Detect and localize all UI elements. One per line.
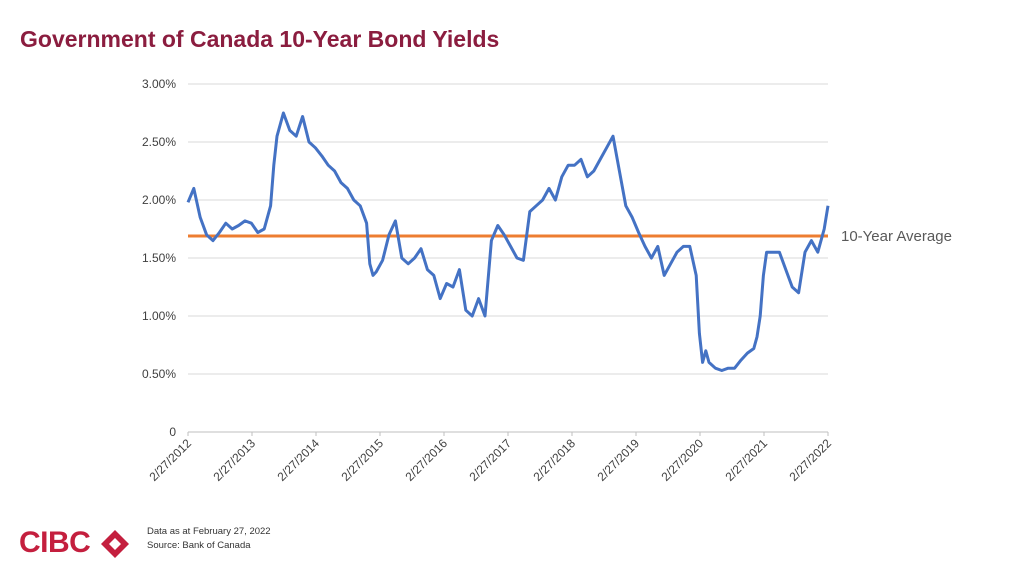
x-tick-label: 2/27/2019 (594, 436, 642, 484)
x-tick-label: 2/27/2021 (722, 436, 770, 484)
y-axis-labels: 0 0.50% 1.00% 1.50% 2.00% 2.50% 3.00% (142, 77, 176, 439)
y-tick-label: 2.50% (142, 135, 176, 149)
yield-series-line (186, 111, 830, 372)
x-tick-label: 2/27/2014 (274, 436, 322, 484)
footer-notes: Data as at February 27, 2022 Source: Ban… (147, 525, 271, 553)
line-chart: 0 0.50% 1.00% 1.50% 2.00% 2.50% 3.00% 2/27/201… (142, 77, 952, 484)
chart-title: Government of Canada 10-Year Bond Yields (20, 26, 500, 52)
x-tick-label: 2/27/2013 (210, 436, 258, 484)
x-axis-labels: 2/27/2012 2/27/2013 2/27/2014 2/27/2015 2/27… (146, 436, 834, 484)
average-line-label: 10-Year Average (841, 228, 952, 245)
gridlines (187, 83, 829, 436)
series-layer: 10-Year Average (186, 111, 952, 372)
x-tick-label: 2/27/2012 (146, 436, 194, 484)
y-tick-label: 2.00% (142, 193, 176, 207)
y-tick-label: 1.00% (142, 309, 176, 323)
y-tick-label: 1.50% (142, 251, 176, 265)
x-tick-label: 2/27/2022 (786, 436, 834, 484)
x-tick-label: 2/27/2017 (466, 436, 514, 484)
x-tick-label: 2/27/2018 (530, 436, 578, 484)
y-tick-label: 0 (169, 425, 176, 439)
data-date-note: Data as at February 27, 2022 (147, 526, 271, 537)
y-tick-label: 3.00% (142, 77, 176, 91)
cibc-logo: CIBC (19, 522, 134, 564)
x-tick-label: 2/27/2015 (338, 436, 386, 484)
y-tick-label: 0.50% (142, 367, 176, 381)
diamond-logo-icon (101, 530, 129, 558)
x-tick-label: 2/27/2020 (658, 436, 706, 484)
source-note: Source: Bank of Canada (147, 540, 251, 551)
logo-text: CIBC (19, 526, 91, 559)
x-tick-label: 2/27/2016 (402, 436, 450, 484)
